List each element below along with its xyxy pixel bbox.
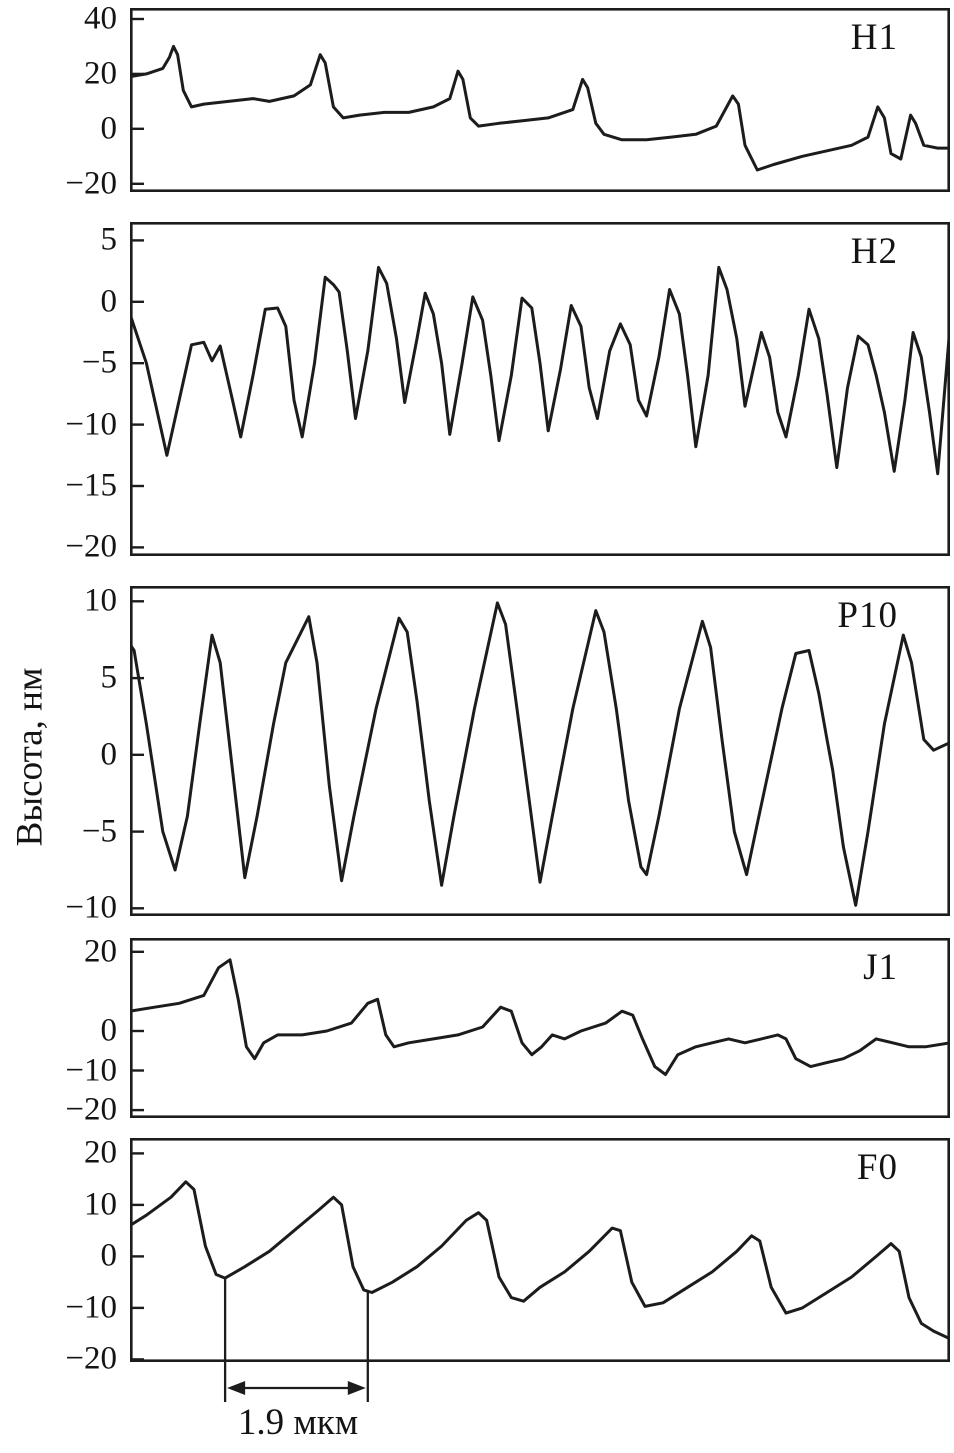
plot-frame [130,8,950,192]
y-tick-label: 40 [84,0,117,37]
y-tick-label: −20 [65,528,117,565]
scale-bar-label: 1.9 мкм [237,1402,359,1443]
y-tick-label: 0 [100,110,118,147]
series-label-H1: H1 [850,17,898,58]
plot-frame [130,1138,950,1362]
height-profile-trace-F0 [130,1180,950,1341]
y-tick-label: −5 [81,344,117,381]
y-tick-label: 20 [84,1134,117,1171]
panel-H1: 40 20 0 −20 H1 [65,2,950,200]
scale-arrowhead-left [227,1381,246,1395]
panel-J1: 20 0 −10 −20 J1 [65,935,950,1126]
scale-arrowhead-right [347,1381,366,1395]
height-profile-trace-P10 [130,601,950,907]
panel-P10: 10 5 0 −5 −10 P10 [65,584,950,924]
plot-frame [130,222,950,556]
y-tick-label: −20 [65,165,117,202]
panel-F0: 20 10 0 −10 −20 F0 [65,1136,950,1375]
y-tick-label: −10 [65,1052,117,1088]
plot-frame [130,938,950,1118]
trace-plot-H2 [130,222,950,556]
y-tick-label: 5 [100,221,118,258]
y-tick-label: −20 [65,1091,117,1128]
y-tick-label: −5 [81,813,117,850]
y-tick-label: 10 [84,1186,117,1223]
height-profile-trace-H1 [130,44,950,172]
trace-plot-F0 [130,1138,950,1362]
height-profile-trace-H2 [130,265,950,476]
y-tick-label: 0 [100,736,118,773]
y-tick-label: 10 [84,582,117,619]
y-tick-label: −10 [65,889,117,926]
series-label-P10: P10 [837,595,898,636]
trace-plot-H1 [130,8,950,192]
series-label-F0: F0 [856,1147,898,1188]
y-tick-label: −10 [65,406,117,443]
panel-H2: 5 0 −5 −10 −15 −20 H2 [65,222,950,563]
series-label-J1: J1 [863,947,898,988]
trace-plot-J1 [130,938,950,1118]
y-axis-label: Высота, нм [9,667,51,847]
plot-frame [130,586,950,916]
y-tick-label: −15 [65,467,117,504]
y-tick-label: −20 [65,1340,117,1377]
y-tick-label: 0 [100,283,118,320]
series-label-H2: H2 [850,231,898,272]
y-tick-label: 0 [100,1237,118,1274]
height-profile-trace-J1 [130,958,950,1076]
y-tick-label: −10 [65,1289,117,1326]
trace-plot-P10 [130,586,950,916]
y-tick-label: 5 [100,659,118,696]
y-tick-label: 0 [100,1012,118,1049]
y-tick-label: 20 [84,933,117,970]
y-tick-label: 20 [84,55,117,92]
